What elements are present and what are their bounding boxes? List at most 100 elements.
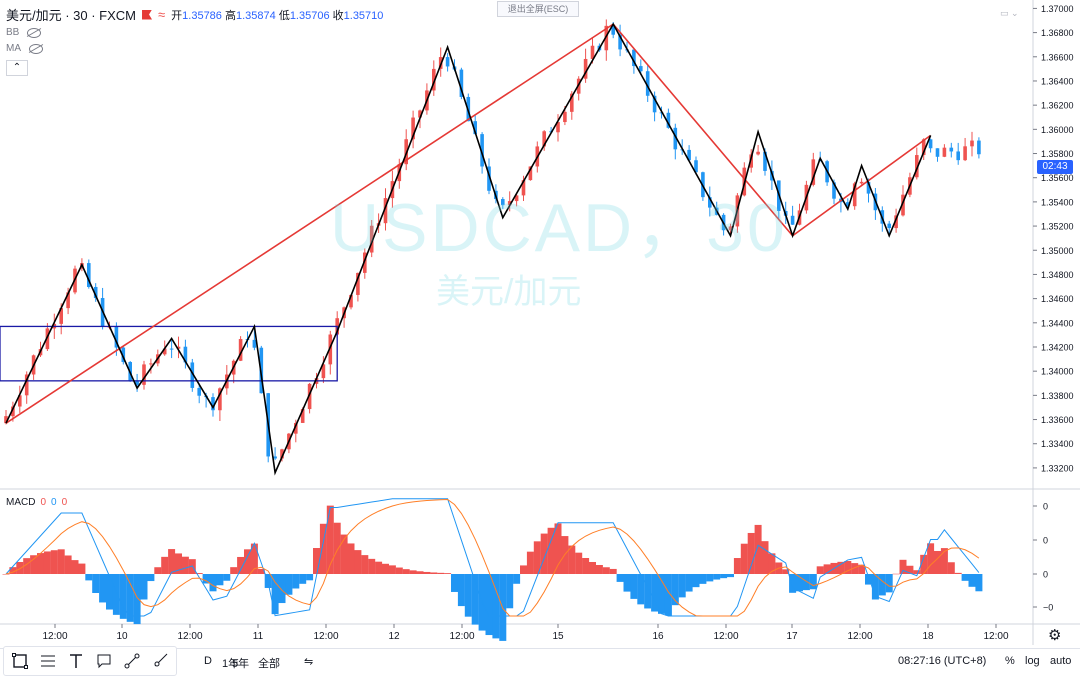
percent-toggle[interactable]: % bbox=[1005, 655, 1015, 667]
callout-tool-icon[interactable] bbox=[92, 650, 116, 672]
candle-body bbox=[901, 194, 905, 216]
macd-histogram-bar bbox=[837, 561, 845, 574]
macd-line bbox=[5, 498, 980, 617]
macd-histogram-bar bbox=[154, 567, 162, 574]
macd-histogram-bar bbox=[388, 565, 396, 574]
candle-body bbox=[300, 409, 305, 423]
macd-histogram-bar bbox=[940, 548, 948, 574]
clock-time[interactable]: 08:27:16 (UTC+8) bbox=[898, 655, 987, 667]
macd-histogram-bar bbox=[175, 553, 182, 574]
text-tool-icon[interactable] bbox=[64, 650, 88, 672]
macd-histogram-bar bbox=[885, 574, 893, 593]
candle-body bbox=[811, 159, 816, 185]
eye-hidden-icon[interactable] bbox=[29, 43, 43, 54]
macd-histogram-bar bbox=[554, 523, 562, 574]
wave-icon[interactable]: ≈ bbox=[158, 7, 166, 22]
price-tick-label: 1.35400 bbox=[1041, 197, 1074, 207]
rectangle-tool-icon[interactable] bbox=[8, 650, 32, 672]
macd-pane bbox=[2, 498, 983, 641]
candle-body bbox=[273, 456, 277, 459]
macd-histogram-bar bbox=[644, 574, 652, 609]
macd-histogram-bar bbox=[706, 574, 714, 582]
macd-histogram-bar bbox=[437, 572, 445, 574]
range-d[interactable]: D bbox=[204, 655, 212, 667]
macd-histogram-bar bbox=[796, 574, 803, 592]
macd-histogram-bar bbox=[99, 574, 107, 603]
range-1y[interactable]: 1年 bbox=[222, 658, 240, 670]
macd-histogram-bar bbox=[444, 573, 452, 574]
candle-body bbox=[542, 131, 546, 147]
candle-body bbox=[321, 364, 326, 379]
exit-fullscreen-button[interactable]: 退出全屏(ESC) bbox=[497, 1, 579, 17]
price-tick-label: 1.33200 bbox=[1041, 463, 1074, 473]
candle-body bbox=[859, 181, 864, 184]
fib-tool-icon[interactable] bbox=[36, 650, 60, 672]
range-all[interactable]: 全部 bbox=[258, 658, 280, 670]
macd-histogram-bar bbox=[368, 558, 376, 574]
macd-histogram-bar bbox=[292, 574, 300, 589]
macd-histogram-bar bbox=[602, 567, 610, 574]
macd-histogram-bar bbox=[402, 569, 410, 574]
indicator-ma[interactable]: MA bbox=[6, 43, 43, 54]
candle-body bbox=[418, 110, 422, 118]
macd-histogram-bar bbox=[57, 549, 65, 574]
macd-histogram-bar bbox=[92, 574, 100, 593]
date-range-icon[interactable]: ⇋ bbox=[304, 656, 314, 668]
candle-body bbox=[652, 95, 657, 113]
price-tick-label: 1.35200 bbox=[1041, 222, 1074, 232]
macd-histogram-bar bbox=[395, 567, 403, 574]
price-tick-label: 1.36400 bbox=[1041, 76, 1074, 86]
zigzag-line bbox=[5, 22, 932, 476]
candle-body bbox=[928, 139, 933, 149]
macd-histogram-bar bbox=[306, 574, 314, 581]
candle-body bbox=[963, 146, 967, 161]
trendline-tool-icon[interactable] bbox=[120, 650, 144, 672]
price-tick-label: 1.34000 bbox=[1041, 367, 1074, 377]
collapse-button[interactable]: ⌃ bbox=[6, 60, 28, 76]
macd-histogram-bar bbox=[485, 574, 493, 636]
macd-histogram-bar bbox=[195, 573, 203, 574]
ray-tool-icon[interactable] bbox=[148, 650, 172, 672]
eye-hidden-icon[interactable] bbox=[27, 27, 42, 38]
macd-histogram-bar bbox=[920, 554, 928, 574]
symbol-title[interactable]: 美元/加元 · 30 · FXCM bbox=[6, 8, 137, 23]
time-tick-label: 10 bbox=[116, 631, 128, 642]
macd-histogram-bar bbox=[720, 574, 728, 579]
macd-histogram-bar bbox=[658, 574, 665, 614]
macd-histogram-bar bbox=[927, 543, 935, 574]
bb-label: BB bbox=[6, 27, 20, 38]
bottom-toolbar: D 1年 5年 全部 ⇋ 08:27:16 (UTC+8) % log auto bbox=[0, 648, 1080, 676]
macd-histogram-bar bbox=[844, 561, 852, 574]
candle-body bbox=[383, 198, 388, 224]
macd-histogram-bar bbox=[119, 574, 127, 619]
candle-body bbox=[169, 348, 174, 350]
time-tick-label: 11 bbox=[253, 631, 264, 642]
macd-histogram-bar bbox=[892, 573, 900, 575]
macd-histogram-bar bbox=[133, 574, 141, 625]
candle-body bbox=[528, 166, 533, 181]
candle-body bbox=[756, 151, 760, 155]
indicator-bb[interactable]: BB bbox=[6, 27, 42, 38]
settings-gear-icon[interactable]: ⚙ bbox=[1048, 627, 1062, 644]
macd-histogram-bar bbox=[713, 574, 721, 580]
range-box bbox=[0, 325, 338, 382]
range-5y[interactable]: 5年 bbox=[232, 658, 250, 670]
macd-histogram-bar bbox=[140, 574, 148, 600]
flag-icon bbox=[142, 9, 153, 20]
macd-tick-label: 0 bbox=[1043, 570, 1048, 580]
macd-histogram-bar bbox=[299, 574, 307, 584]
macd-histogram-bar bbox=[540, 533, 548, 574]
log-toggle[interactable]: log bbox=[1025, 655, 1040, 667]
candle-body bbox=[708, 197, 712, 208]
macd-title[interactable]: MACD bbox=[6, 497, 36, 508]
macd-histogram-bar bbox=[768, 553, 776, 574]
macd-histogram-bar bbox=[589, 561, 596, 574]
auto-toggle[interactable]: auto bbox=[1050, 655, 1072, 667]
pane-controls[interactable]: ▭ ⌄ bbox=[1000, 8, 1019, 18]
candle-body bbox=[135, 381, 139, 385]
candle-body bbox=[369, 225, 374, 253]
macd-histogram-bar bbox=[802, 574, 810, 591]
macd-histogram-bar bbox=[547, 527, 555, 574]
